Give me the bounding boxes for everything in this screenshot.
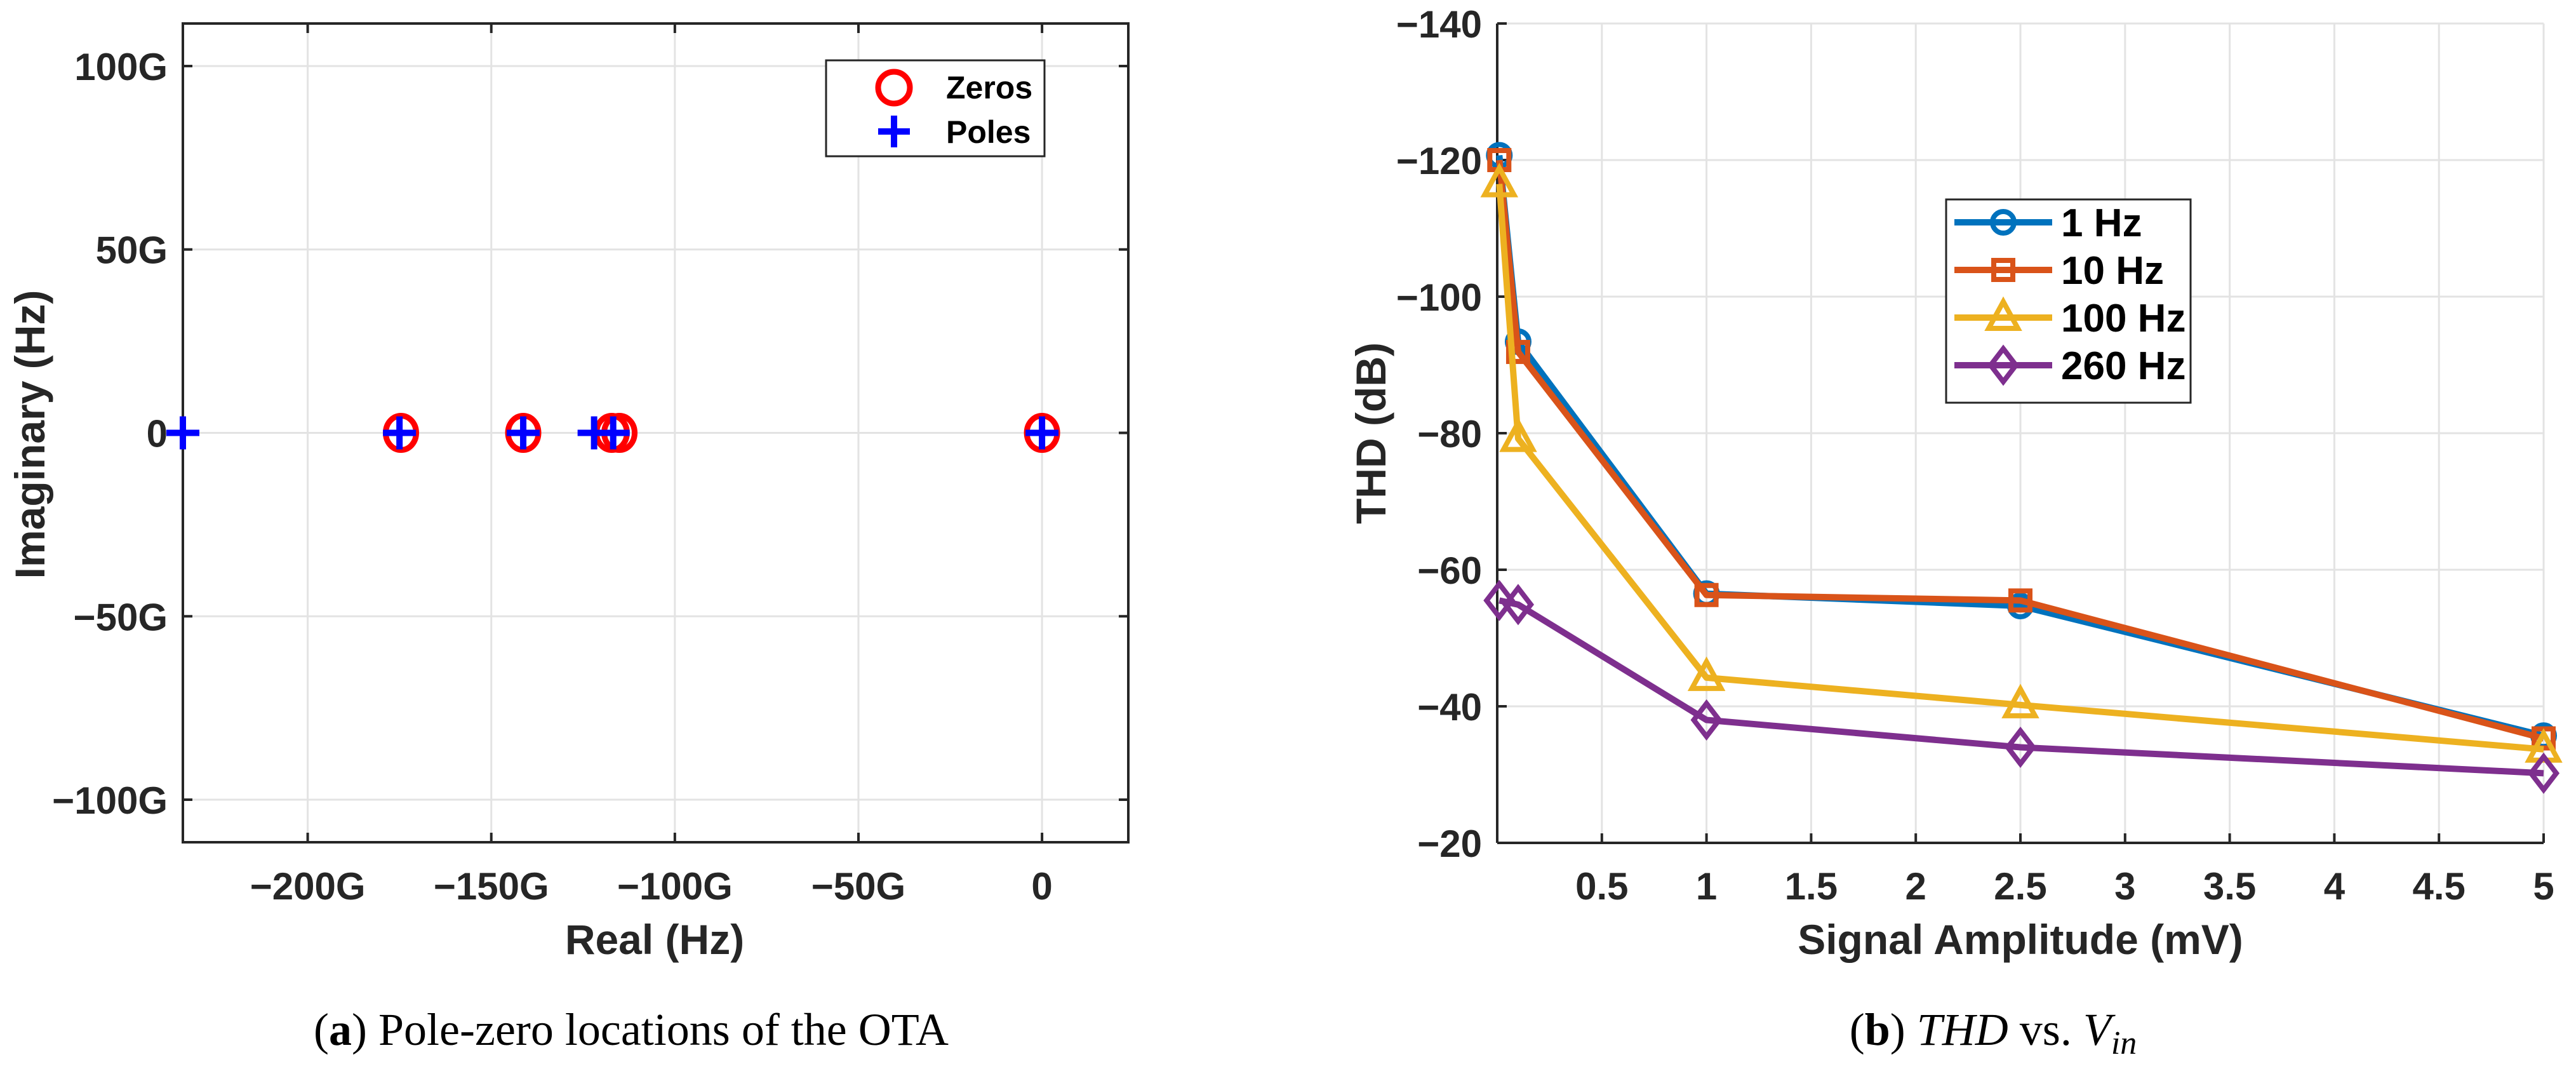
y-axis-title: Imaginary (Hz) <box>6 290 53 579</box>
data-point-square <box>1694 582 1719 607</box>
x-axis-title: Real (Hz) <box>565 916 744 963</box>
pole-marker <box>507 416 540 450</box>
y-tick-label: −100G <box>52 779 168 822</box>
legend-poles-marker <box>878 116 910 147</box>
caption-a-label: a <box>329 1004 352 1055</box>
thd-chart: 0.5 1 1.5 2 2.5 3 3.5 4 4.5 5 −140 −120 −100 −80 −60 −4… <box>1347 3 2563 1061</box>
legend-marker-circle <box>1990 209 2017 236</box>
x-tick-label: 3 <box>2114 865 2135 908</box>
x-tick-label: −150G <box>434 865 549 908</box>
legend-box <box>1945 198 2192 404</box>
x-tick-label: 4 <box>2324 865 2346 908</box>
legend-zeros-label: Zeros <box>946 70 1032 105</box>
caption-b-thd: THD <box>1917 1004 2008 1055</box>
y-tick-label: 0 <box>147 413 168 455</box>
data-point-square <box>2008 588 2032 613</box>
data-point-diamond <box>1502 584 1535 626</box>
caption-a-text: Pole-zero locations of the OTA <box>378 1004 949 1055</box>
series <box>1480 142 2563 794</box>
data-point-diamond <box>1483 579 1516 621</box>
data-point-triangle <box>1480 163 1519 198</box>
legend-zeros-marker <box>875 69 913 107</box>
x-tick-label: 0 <box>1031 865 1052 908</box>
legend-item: 1 Hz <box>1954 201 2142 245</box>
x-tick-label: 1 <box>1696 865 1717 908</box>
grid <box>1497 22 2545 844</box>
x-tick-label: −100G <box>617 865 733 908</box>
legend-item: 10 Hz <box>1954 249 2164 293</box>
pole-marker <box>383 416 417 450</box>
data-point-diamond <box>2004 726 2037 769</box>
legend-label: 260 Hz <box>2061 344 2186 388</box>
x-tick-label: 4.5 <box>2412 865 2465 908</box>
pole-marker <box>596 416 630 450</box>
legend-marker-triangle <box>1984 296 2022 331</box>
markers <box>166 413 1060 453</box>
caption-b-label: b <box>1865 1004 1890 1055</box>
y-tick-label: 50G <box>96 229 168 272</box>
series-260-hz <box>1483 579 2560 794</box>
y-tick-label: −20 <box>1417 823 1482 865</box>
x-tick-label: 1.5 <box>1785 865 1838 908</box>
data-point-triangle <box>1499 417 1537 452</box>
x-tick-label: 2 <box>1905 865 1926 908</box>
tick-labels: 0.5 1 1.5 2 2.5 3 3.5 4 4.5 5 −140 −120 −100 −80 −60 −4… <box>1396 3 2554 908</box>
legend-label: 100 Hz <box>2061 297 2186 340</box>
x-axis-title: Signal Amplitude (mV) <box>1798 916 2243 963</box>
caption-b: (b) THD vs. Vin <box>1850 1004 2137 1061</box>
pole-zero-chart: −200G −150G −100G −50G 0 100G 50G 0 −50G −100G Re… <box>6 22 1130 1055</box>
caption-a: (a) Pole-zero locations of the OTA <box>314 1004 949 1055</box>
caption-b-subscript: in <box>2111 1025 2137 1061</box>
legend-poles-label: Poles <box>946 114 1031 150</box>
series-100-hz <box>1480 163 2563 763</box>
legend-item: 100 Hz <box>1954 296 2186 340</box>
data-point-triangle <box>1687 656 1726 691</box>
x-tick-label: 3.5 <box>2203 865 2256 908</box>
series-line <box>1496 159 2545 742</box>
y-tick-label: −80 <box>1417 413 1482 455</box>
x-tick-label: −200G <box>250 865 366 908</box>
legend-label: 10 Hz <box>2061 249 2164 293</box>
y-tick-label: −40 <box>1417 686 1482 729</box>
x-tick-label: 2.5 <box>1994 865 2046 908</box>
legend-item: 260 Hz <box>1954 344 2186 388</box>
caption-b-v: V <box>2083 1004 2116 1055</box>
tick-labels: −200G −150G −100G −50G 0 100G 50G 0 −50G −100G <box>52 46 1053 908</box>
caption-b-vs: vs. <box>2008 1004 2083 1055</box>
pole-marker <box>1025 416 1059 450</box>
series-line <box>1496 184 2544 753</box>
pole-marker <box>166 416 199 450</box>
data-point-diamond <box>2527 752 2560 794</box>
y-tick-label: −120 <box>1396 140 1482 182</box>
y-axis-title: THD (dB) <box>1347 342 1394 524</box>
legend-marker-diamond <box>1987 344 2020 386</box>
y-tick-label: 100G <box>74 46 168 88</box>
legend-marker-square <box>1991 258 2015 282</box>
data-point-triangle <box>2001 683 2039 718</box>
legend-label: 1 Hz <box>2061 201 2142 245</box>
y-tick-label: −60 <box>1417 549 1482 592</box>
y-tick-label: −100 <box>1396 276 1482 319</box>
y-tick-label: −140 <box>1396 3 1482 46</box>
legend: Zeros Poles <box>825 59 1046 158</box>
x-tick-label: 0.5 <box>1575 865 1628 908</box>
x-tick-label: 5 <box>2533 865 2554 908</box>
y-tick-label: −50G <box>74 596 168 638</box>
x-tick-label: −50G <box>811 865 905 908</box>
data-point-diamond <box>1690 699 1723 741</box>
legend-box <box>825 59 1046 158</box>
